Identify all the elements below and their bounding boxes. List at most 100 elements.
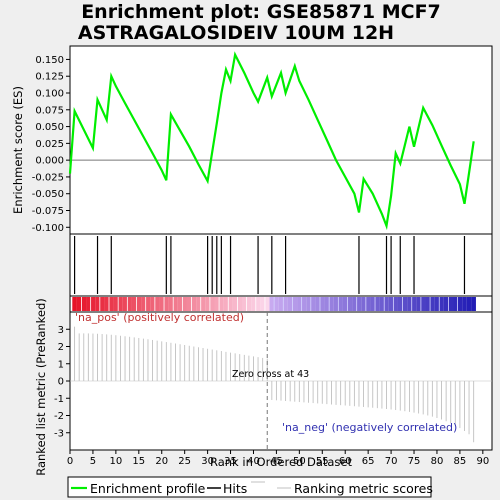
- rank-y-axis: 3 2 1 0 -1 -2 -3: [54, 325, 70, 439]
- colorbar-band: [223, 297, 229, 311]
- x-tick-label: 65: [362, 456, 375, 467]
- colorbar-band: [150, 297, 155, 311]
- colorbar-band: [127, 297, 132, 311]
- es-y-tick-label: 0.050: [35, 122, 64, 133]
- rank-y-tick-label: -2: [54, 411, 64, 422]
- colorbar-band: [430, 297, 435, 311]
- colorbar-band: [384, 297, 389, 311]
- x-tick-label: 10: [110, 456, 123, 467]
- legend-hits-label: Hits: [223, 481, 247, 496]
- colorbar-band: [186, 297, 192, 311]
- colorbar-band: [388, 297, 394, 311]
- hits-group: [73, 236, 466, 294]
- x-tick-label: 60: [339, 456, 352, 467]
- colorbar-band: [154, 297, 160, 311]
- colorbar-band: [81, 297, 87, 311]
- colorbar-band: [131, 297, 137, 311]
- colorbar-band: [448, 297, 454, 311]
- colorbar-band: [118, 297, 123, 311]
- colorbar-band: [242, 297, 247, 311]
- hits-panel: [69, 233, 493, 297]
- x-tick-label: 70: [385, 456, 398, 467]
- colorbar-band: [301, 297, 307, 311]
- x-tick-label: 90: [476, 456, 489, 467]
- colorbar-band: [292, 297, 298, 311]
- colorbar-band: [145, 297, 151, 311]
- plot-title-line1: Enrichment plot: GSE85871 MCF7: [81, 1, 441, 23]
- colorbar-band: [228, 297, 233, 311]
- x-tick-label: 35: [224, 456, 237, 467]
- enrichment-profile-line: [68, 51, 475, 231]
- colorbar-band: [122, 297, 128, 311]
- colorbar-band: [342, 297, 348, 311]
- es-y-tick-label: -0.025: [32, 172, 64, 183]
- colorbar-band: [411, 297, 417, 311]
- x-tick-label: 45: [270, 456, 283, 467]
- x-tick-label: 20: [155, 456, 168, 467]
- ranking-metric-bars: [70, 326, 492, 443]
- colorbar-band: [205, 297, 210, 311]
- colorbar-band: [319, 297, 325, 311]
- colorbar-band: [278, 297, 284, 311]
- colorbar-band: [425, 297, 431, 311]
- colorbar-band: [86, 297, 91, 311]
- colorbar-band: [104, 297, 109, 311]
- legend-ranking-label: Ranking metric scores: [294, 481, 433, 496]
- rank-y-tick-label: 1: [58, 359, 64, 370]
- x-tick-label: 50: [293, 456, 306, 467]
- colorbar-band: [196, 297, 201, 311]
- colorbar-band: [95, 297, 100, 311]
- colorbar-band: [338, 297, 343, 311]
- colorbar-band: [361, 297, 366, 311]
- colorbar-band: [264, 297, 270, 311]
- rank-y-tick-label: -1: [54, 394, 64, 405]
- x-tick-label: 55: [316, 456, 329, 467]
- zero-cross-label: Zero cross at 43: [232, 369, 309, 380]
- colorbar-band: [416, 297, 421, 311]
- x-tick-label: 75: [408, 456, 421, 467]
- colorbar-band: [443, 297, 449, 311]
- colorbar-band: [99, 297, 105, 311]
- colorbar-band: [136, 297, 142, 311]
- es-y-tick-label: 0.125: [35, 72, 64, 83]
- colorbar-band: [269, 297, 275, 311]
- rank-y-tick-label: 0: [58, 377, 64, 388]
- es-y-tick-label: 0.025: [35, 139, 64, 150]
- colorbar-band: [375, 297, 380, 311]
- colorbar-band: [260, 297, 265, 311]
- colorbar-band: [407, 297, 412, 311]
- colorbar-band: [310, 297, 316, 311]
- colorbar-band: [471, 297, 476, 311]
- x-tick-label: 30: [201, 456, 214, 467]
- es-y-tick-label: -0.050: [32, 189, 64, 200]
- colorbar-band: [141, 297, 146, 311]
- colorbar-band: [352, 297, 357, 311]
- colorbar-band: [177, 297, 183, 311]
- colorbar-band: [439, 297, 444, 311]
- x-tick-label: 0: [67, 456, 73, 467]
- colorbar-band: [209, 297, 215, 311]
- colorbar-band: [72, 297, 77, 311]
- colorbar-band: [453, 297, 458, 311]
- rank-y-tick-label: 2: [58, 342, 64, 353]
- colorbar-band: [214, 297, 220, 311]
- es-y-tick-label: 0.075: [35, 105, 64, 116]
- colorbar-band: [173, 297, 178, 311]
- legend-enrichment-label: Enrichment profile: [90, 481, 206, 496]
- colorbar-band: [333, 297, 339, 311]
- colorbar-band: [462, 297, 467, 311]
- es-y-tick-label: 0.150: [35, 55, 64, 66]
- colorbar-band: [251, 297, 256, 311]
- na-neg-label: 'na_neg' (negatively correlated): [282, 421, 457, 434]
- colorbar-band: [397, 297, 403, 311]
- colorbar-band: [297, 297, 302, 311]
- colorbar-band: [283, 297, 288, 311]
- colorbar-band: [466, 297, 472, 311]
- x-axis: 0 5 10 15 20 25 30 35 40 45 50 55 60 65 70 75 80 85 90: [67, 450, 489, 467]
- colorbar-band: [420, 297, 426, 311]
- colorbar-band: [159, 297, 165, 311]
- x-tick-label: 40: [247, 456, 260, 467]
- colorbar-band: [108, 297, 114, 311]
- colorbar-band: [365, 297, 371, 311]
